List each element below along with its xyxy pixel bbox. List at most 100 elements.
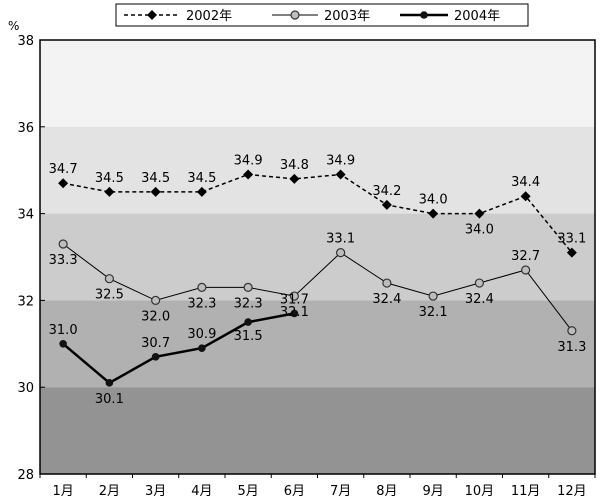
data-point [59, 340, 67, 348]
data-label: 31.5 [234, 329, 263, 344]
x-axis: 1月 2月 3月 4月 5月 6月 7月 8月 9月 10月 11月 12月 [39, 474, 596, 499]
data-label: 30.7 [141, 336, 170, 351]
data-point [58, 239, 68, 249]
data-label: 30.9 [187, 327, 216, 342]
background-bands [40, 40, 595, 474]
y-tick-label: 30 [17, 381, 34, 396]
y-tick-label: 32 [17, 294, 34, 309]
data-point [151, 295, 161, 305]
legend-label: 2004年 [454, 9, 500, 24]
data-point [567, 326, 577, 336]
x-tick-label: 2月 [99, 484, 120, 499]
data-label: 32.7 [511, 249, 540, 264]
data-point [243, 169, 254, 180]
data-labels: 34.7 34.5 34.5 34.5 34.9 34.8 34.9 34.2 34.0 34.0… [49, 154, 587, 407]
data-point [289, 291, 299, 301]
series-lines [62, 173, 573, 385]
series-line-2004年 [62, 312, 295, 385]
data-label: 33.1 [326, 232, 355, 247]
data-point [382, 278, 392, 288]
x-tick-label: 5月 [237, 484, 258, 499]
data-point [104, 274, 114, 284]
background-band-1 [40, 126, 595, 214]
data-label: 34.9 [234, 154, 263, 169]
data-point [198, 344, 206, 352]
data-point [150, 186, 161, 197]
data-point [104, 186, 115, 197]
legend-label: 2002年 [186, 9, 232, 24]
y-tick-label: 34 [17, 208, 34, 223]
data-label: 31.0 [49, 323, 78, 338]
data-point [566, 247, 577, 258]
series-line-2003年 [62, 243, 573, 332]
data-point [58, 178, 69, 189]
data-point [428, 208, 439, 219]
legend-label: 2003年 [324, 9, 370, 24]
x-tick-label: 10月 [465, 484, 495, 499]
legend: 2002年 2003年 2004年 [115, 3, 529, 27]
y-tick-label: 28 [17, 468, 34, 483]
background-band-4 [40, 387, 595, 474]
data-label: 33.1 [557, 232, 586, 247]
legend-box [115, 3, 529, 27]
data-label: 34.0 [465, 223, 494, 238]
data-label: 32.1 [280, 305, 309, 320]
x-tick-label: 1月 [52, 484, 73, 499]
data-label: 32.3 [187, 296, 216, 311]
x-tick-label: 11月 [511, 484, 541, 499]
x-tick-label: 4月 [191, 484, 212, 499]
data-label: 34.7 [49, 162, 78, 177]
data-label: 31.7 [280, 292, 309, 307]
data-label: 32.1 [419, 305, 448, 320]
x-tick-label: 9月 [422, 484, 443, 499]
background-band-3 [40, 300, 595, 388]
data-label: 32.4 [372, 292, 401, 307]
legend-marker [420, 11, 428, 19]
data-label: 34.8 [280, 158, 309, 173]
data-point [474, 208, 485, 219]
data-point [336, 248, 346, 258]
data-label: 34.5 [95, 171, 124, 186]
background-band-2 [40, 213, 595, 301]
data-point [335, 169, 346, 180]
data-label: 34.4 [511, 175, 540, 190]
data-point [381, 199, 392, 210]
data-label: 34.5 [187, 171, 216, 186]
x-tick-label: 6月 [284, 484, 305, 499]
y-tick-label: 36 [17, 121, 34, 136]
y-tick-label: 38 [17, 34, 34, 49]
data-label: 34.5 [141, 171, 170, 186]
x-tick-label: 8月 [376, 484, 397, 499]
y-unit-label: % [8, 19, 19, 33]
legend-marker [290, 10, 300, 20]
data-point [151, 353, 160, 361]
data-label: 30.1 [95, 392, 124, 407]
data-point [197, 282, 207, 292]
series-markers [58, 169, 577, 387]
data-label: 34.9 [326, 154, 355, 169]
data-label: 32.3 [234, 296, 263, 311]
data-point [105, 379, 114, 387]
data-label: 34.2 [372, 184, 401, 199]
data-point [290, 309, 299, 318]
data-point [244, 318, 252, 326]
data-point [243, 282, 253, 292]
data-point [474, 278, 484, 288]
data-label: 32.5 [95, 288, 124, 303]
x-tick-label: 7月 [330, 484, 351, 499]
data-point [428, 291, 438, 301]
data-label: 32.4 [465, 292, 494, 307]
legend-marker [147, 10, 157, 20]
data-label: 31.3 [557, 340, 586, 355]
y-axis: 28 30 32 34 36 38 [17, 34, 45, 483]
data-point [520, 191, 531, 202]
data-point [521, 265, 531, 275]
x-tick-label: 12月 [557, 484, 587, 499]
series-line-2002年 [62, 173, 573, 254]
background-band-0 [40, 40, 595, 127]
data-label: 32.0 [141, 309, 170, 324]
data-point [196, 186, 207, 197]
x-tick-label: 3月 [145, 484, 166, 499]
data-label: 33.3 [49, 253, 78, 268]
